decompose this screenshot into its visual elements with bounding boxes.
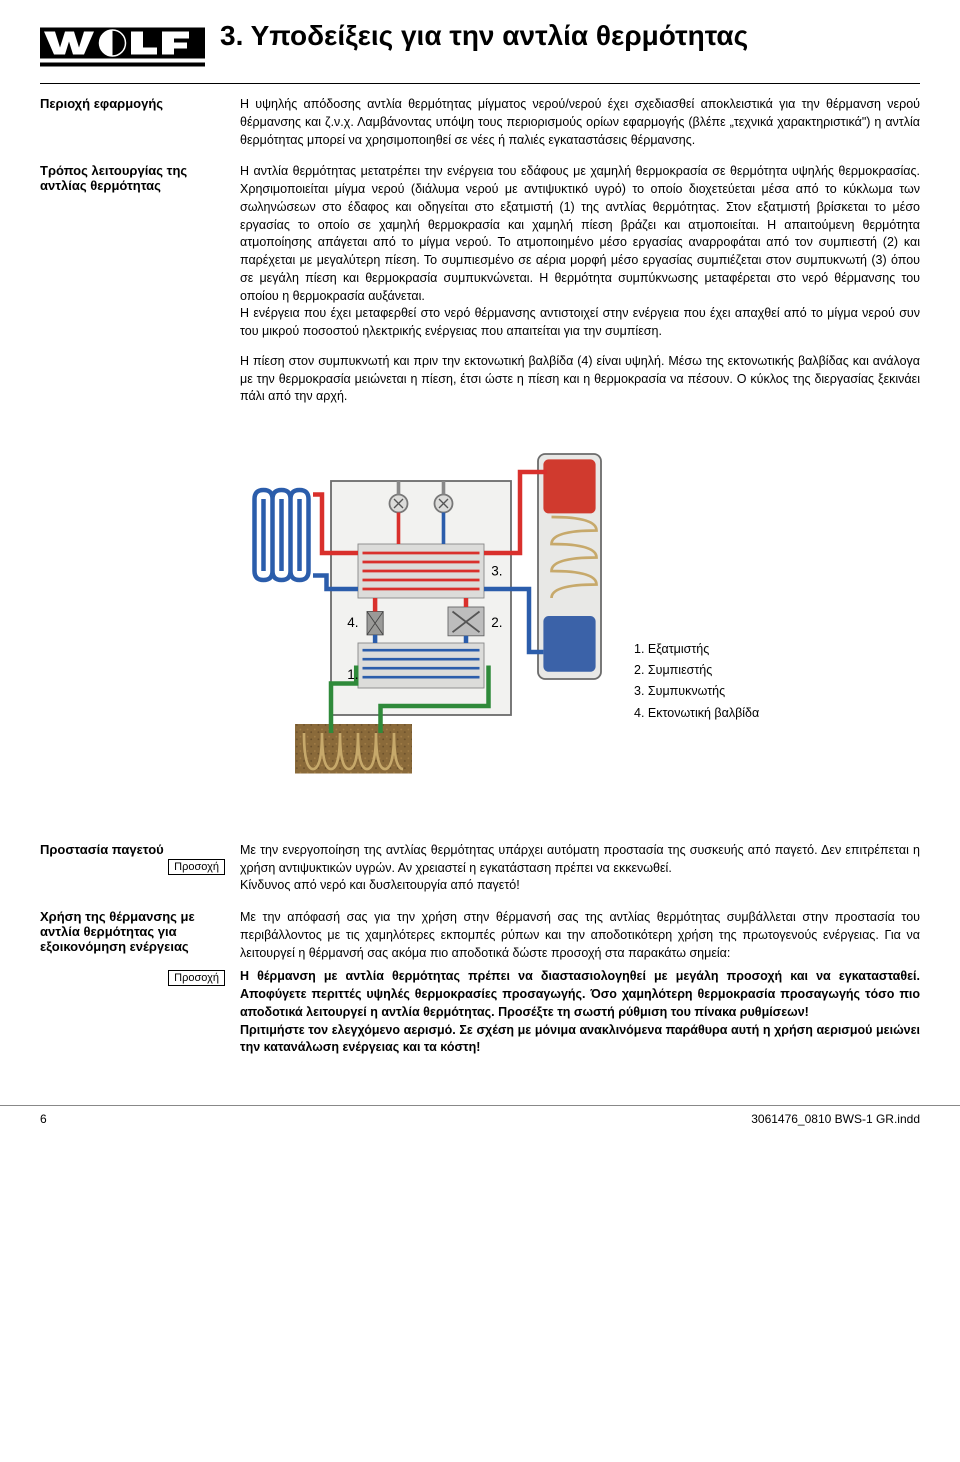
frost-body-1: Με την ενεργοποίηση της αντλίας θερμότητ… bbox=[240, 843, 920, 875]
operation-paragraph-1: Η αντλία θερμότητας μετατρέπει την ενέργ… bbox=[240, 163, 920, 305]
legend-item-1: 1. Εξατμιστής bbox=[634, 639, 920, 660]
section-heading-operation: Τρόπος λειτουργίας της αντλίας θερμότητα… bbox=[40, 163, 240, 800]
attention-body: Η θέρμανση με αντλία θερμότητας πρέπει ν… bbox=[240, 968, 920, 1057]
footer-page-number: 6 bbox=[40, 1112, 47, 1126]
warning-label-1: Προσοχή bbox=[168, 859, 225, 875]
legend-item-2: 2. Συμπιεστής bbox=[634, 660, 920, 681]
energy-body: Με την απόφασή σας για την χρήση στην θέ… bbox=[240, 909, 920, 962]
operation-paragraph-2: Η ενέργεια που έχει μεταφερθεί στο νερό … bbox=[240, 305, 920, 341]
svg-text:4.: 4. bbox=[347, 615, 358, 630]
section-heading-energy: Χρήση της θέρμανσης με αντλία θερμότητας… bbox=[40, 909, 225, 954]
svg-text:2.: 2. bbox=[491, 615, 502, 630]
svg-text:3.: 3. bbox=[491, 564, 502, 579]
page-title: 3. Υποδείξεις για την αντλία θερμότητας bbox=[220, 20, 920, 55]
section-body-application: Η υψηλής απόδοσης αντλία θερμότητας μίγμ… bbox=[240, 96, 920, 149]
heat-pump-diagram: 1. 2. 3. 4. bbox=[240, 418, 620, 784]
section-heading-application: Περιοχή εφαρμογής bbox=[40, 96, 240, 149]
frost-body-2: Κίνδυνος από νερό και δυσλειτουργία από … bbox=[240, 878, 520, 892]
warning-label-2: Προσοχή bbox=[168, 970, 225, 986]
footer-doc-id: 3061476_0810 BWS-1 GR.indd bbox=[751, 1112, 920, 1126]
diagram-legend: 1. Εξατμιστής 2. Συμπιεστής 3. Συμπυκνωτ… bbox=[620, 639, 920, 784]
legend-item-3: 3. Συμπυκνωτής bbox=[634, 681, 920, 702]
legend-item-4: 4. Εκτονωτική βαλβίδα bbox=[634, 703, 920, 724]
operation-paragraph-3: Η πίεση στον συμπυκνωτή και πριν την εκτ… bbox=[240, 353, 920, 406]
title-divider bbox=[40, 83, 920, 84]
brand-logo bbox=[40, 20, 220, 75]
section-heading-frost: Προστασία παγετού bbox=[40, 842, 225, 857]
svg-text:1.: 1. bbox=[347, 667, 358, 682]
